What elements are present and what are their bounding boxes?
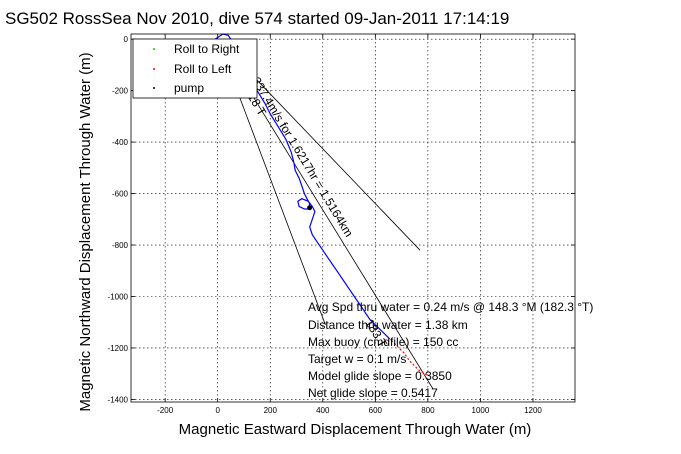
y-tick-label: -400 — [112, 138, 129, 147]
legend-marker-roll-right — [153, 48, 155, 50]
info-line-max-buoy: Max buoy (cmdfile) = 150 cc — [308, 335, 458, 349]
trajectory-annotation: 337.4m/s for 1.6217hr = 1.5164km — [249, 75, 356, 240]
info-line-avg-speed: Avg Spd thru water = 0.24 m/s @ 148.3 °M… — [308, 300, 593, 314]
info-block: Avg Spd thru water = 0.24 m/s @ 148.3 °M… — [308, 300, 593, 400]
y-tick-label: -1200 — [108, 344, 129, 353]
y-tick-label: -600 — [112, 190, 129, 199]
legend-marker-roll-left — [153, 68, 155, 70]
series-pump — [388, 337, 429, 377]
position-marker — [307, 205, 313, 211]
x-tick-label: 200 — [264, 406, 278, 415]
ticks: -200 0 200 400 600 800 1000 1200 0 -200 -400 -600 -8… — [108, 34, 575, 415]
y-tick-label: 0 — [124, 35, 129, 44]
x-axis-label: Magnetic Eastward Displacement Through W… — [179, 421, 532, 438]
y-tick-label: -200 — [112, 87, 129, 96]
x-tick-label: 600 — [369, 406, 383, 415]
x-tick-label: 1000 — [472, 406, 490, 415]
x-tick-label: 800 — [421, 406, 435, 415]
chart-title: SG502 RossSea Nov 2010, dive 574 started… — [5, 9, 509, 28]
y-tick-label: -1000 — [108, 292, 129, 301]
info-line-distance: Distance thru water = 1.38 km — [308, 318, 468, 332]
x-tick-label: 0 — [215, 406, 220, 415]
x-tick-label: 1200 — [524, 406, 542, 415]
legend-label-pump: pump — [174, 81, 204, 95]
x-tick-label: -200 — [157, 406, 174, 415]
info-line-model-glide: Model glide slope = 0.3850 — [308, 369, 452, 383]
info-line-net-glide: Net glide slope = 0.5417 — [308, 386, 438, 400]
legend-marker-pump — [153, 87, 155, 89]
legend-label-roll-right: Roll to Right — [174, 42, 240, 56]
plot-frame — [130, 33, 576, 403]
info-line-target-w: Target w = 0.1 m/s — [308, 352, 406, 366]
legend-label-roll-left: Roll to Left — [174, 62, 232, 76]
y-tick-label: -800 — [112, 241, 129, 250]
legend: Roll to Right Roll to Left pump — [132, 38, 258, 99]
y-tick-label: -1400 — [108, 395, 129, 404]
x-tick-label: 400 — [316, 406, 330, 415]
y-axis-label: Magnetic Northward Displacement Through … — [77, 52, 94, 411]
